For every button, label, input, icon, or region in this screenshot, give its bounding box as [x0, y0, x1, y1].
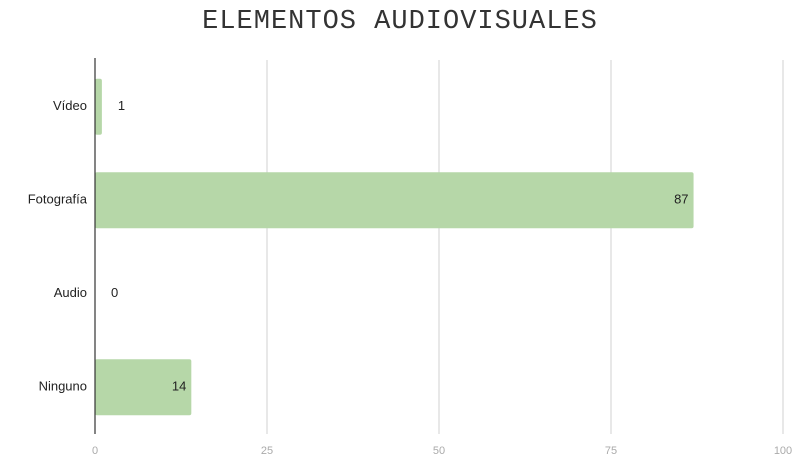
- x-tick-label: 25: [261, 445, 273, 457]
- y-tick-label: Vídeo: [53, 98, 87, 113]
- x-tick-label: 100: [774, 445, 792, 457]
- bar: [95, 359, 192, 416]
- bar: [95, 172, 694, 229]
- chart-title: ELEMENTOS AUDIOVISUALES: [202, 7, 598, 37]
- y-tick-label: Fotografía: [28, 192, 88, 207]
- x-tick-label: 50: [433, 445, 445, 457]
- data-label: 1: [118, 98, 125, 113]
- x-tick-label: 75: [605, 445, 617, 457]
- bar: [95, 78, 102, 135]
- data-label: 87: [674, 192, 688, 207]
- x-tick-label: 0: [92, 445, 98, 457]
- y-tick-label: Audio: [54, 285, 87, 300]
- data-label: 14: [172, 379, 186, 394]
- data-label: 0: [111, 285, 118, 300]
- y-tick-label: Ninguno: [39, 379, 87, 394]
